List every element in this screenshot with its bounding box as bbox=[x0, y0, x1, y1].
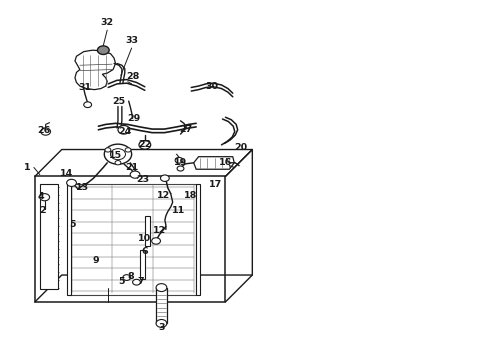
Text: 3: 3 bbox=[159, 323, 165, 332]
Text: 26: 26 bbox=[37, 126, 50, 135]
Circle shape bbox=[115, 161, 121, 165]
Circle shape bbox=[125, 148, 131, 152]
Text: 9: 9 bbox=[93, 256, 99, 265]
Circle shape bbox=[98, 46, 109, 54]
Text: 2: 2 bbox=[39, 206, 46, 215]
Text: 25: 25 bbox=[112, 97, 125, 106]
Bar bbox=[156, 288, 167, 323]
Bar bbox=[145, 216, 150, 246]
Text: 5: 5 bbox=[119, 276, 125, 285]
Text: 1: 1 bbox=[24, 163, 31, 172]
Text: 31: 31 bbox=[78, 83, 91, 92]
Text: 30: 30 bbox=[205, 82, 218, 91]
Text: 7: 7 bbox=[138, 276, 144, 285]
Text: 21: 21 bbox=[125, 163, 138, 172]
Text: 8: 8 bbox=[127, 272, 134, 281]
Text: 32: 32 bbox=[100, 18, 114, 27]
Text: 33: 33 bbox=[125, 36, 138, 45]
Text: 11: 11 bbox=[172, 206, 186, 215]
Text: 16: 16 bbox=[219, 158, 232, 167]
Text: 28: 28 bbox=[126, 72, 139, 81]
Text: 24: 24 bbox=[119, 127, 132, 136]
Circle shape bbox=[40, 194, 49, 201]
Circle shape bbox=[104, 144, 132, 164]
Circle shape bbox=[118, 126, 130, 134]
Text: 12: 12 bbox=[153, 226, 166, 235]
Text: 29: 29 bbox=[127, 114, 140, 123]
Text: 13: 13 bbox=[76, 183, 89, 192]
Circle shape bbox=[133, 279, 141, 285]
Text: 15: 15 bbox=[109, 151, 122, 160]
Polygon shape bbox=[75, 50, 116, 90]
Circle shape bbox=[152, 238, 160, 244]
Circle shape bbox=[130, 171, 140, 178]
Circle shape bbox=[156, 284, 167, 292]
Circle shape bbox=[177, 166, 184, 171]
Circle shape bbox=[139, 140, 151, 149]
Bar bbox=[35, 176, 225, 302]
Bar bbox=[67, 184, 71, 295]
Bar bbox=[40, 184, 58, 289]
Circle shape bbox=[175, 157, 183, 163]
Circle shape bbox=[160, 175, 169, 181]
Text: 20: 20 bbox=[235, 143, 247, 152]
Text: 14: 14 bbox=[60, 169, 74, 178]
Circle shape bbox=[110, 149, 125, 160]
Circle shape bbox=[84, 102, 92, 108]
Text: 4: 4 bbox=[37, 192, 44, 201]
Bar bbox=[141, 250, 146, 279]
Text: 17: 17 bbox=[209, 180, 222, 189]
Circle shape bbox=[105, 148, 111, 152]
Text: 18: 18 bbox=[184, 190, 197, 199]
Text: 19: 19 bbox=[174, 158, 187, 167]
Text: 6: 6 bbox=[142, 247, 148, 256]
Text: 5: 5 bbox=[70, 220, 76, 229]
Circle shape bbox=[123, 275, 131, 280]
Circle shape bbox=[67, 179, 76, 186]
Text: 10: 10 bbox=[138, 234, 151, 243]
Circle shape bbox=[156, 319, 167, 327]
Bar bbox=[69, 184, 196, 295]
Text: 23: 23 bbox=[136, 175, 149, 184]
Bar bbox=[196, 184, 200, 295]
Text: 12: 12 bbox=[157, 190, 170, 199]
Text: 22: 22 bbox=[138, 140, 151, 149]
Text: 27: 27 bbox=[180, 125, 193, 134]
Polygon shape bbox=[194, 157, 234, 169]
Circle shape bbox=[41, 128, 50, 135]
